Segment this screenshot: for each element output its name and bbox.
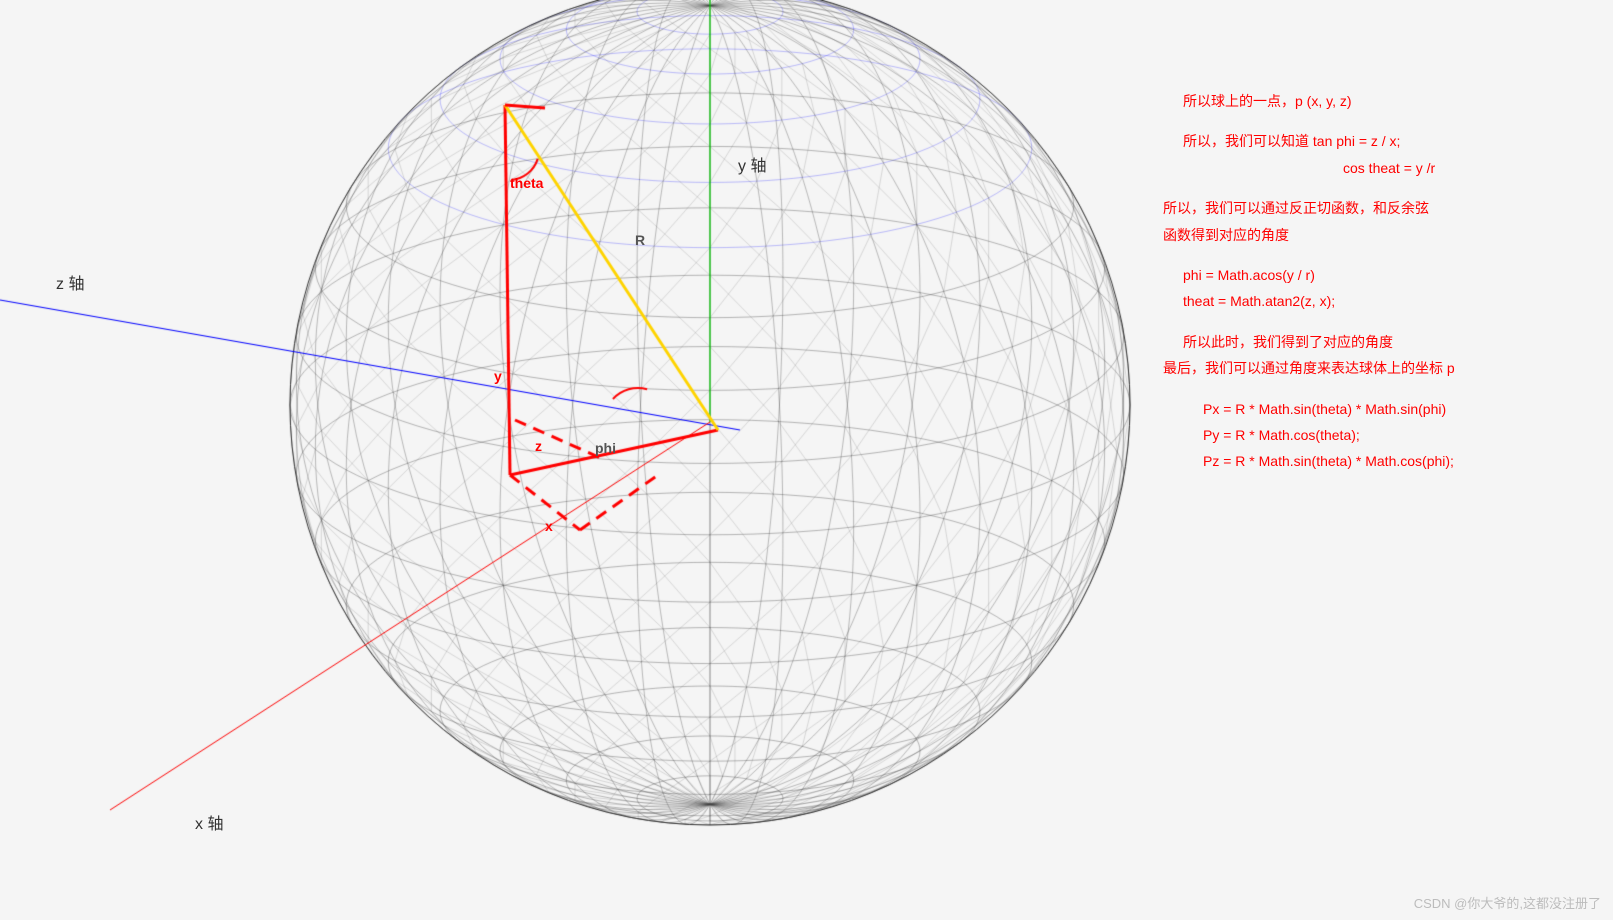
z-axis-label: z 轴	[56, 270, 84, 294]
note-line: theat = Math.atan2(z, x);	[1163, 290, 1603, 312]
note-line: Py = R * Math.cos(theta);	[1163, 424, 1603, 446]
note-line: 函数得到对应的角度	[1163, 224, 1603, 246]
note-line: 所以球上的一点，p (x, y, z)	[1163, 90, 1603, 112]
watermark: CSDN @你大爷的,这都没注册了	[1414, 893, 1601, 912]
note-line: Px = R * Math.sin(theta) * Math.sin(phi)	[1163, 398, 1603, 420]
y-label: y	[494, 368, 502, 384]
note-line: 所以此时，我们得到了对应的角度	[1163, 331, 1603, 353]
math-annotations: 所以球上的一点，p (x, y, z) 所以，我们可以知道 tan phi = …	[1163, 90, 1603, 491]
note-line: cos theat = y /r	[1163, 157, 1603, 179]
phi-label: phi	[595, 440, 616, 456]
R-label: R	[635, 232, 645, 248]
y-axis-label: y 轴	[738, 152, 766, 176]
theta-label: theta	[510, 175, 543, 191]
note-line: 所以，我们可以知道 tan phi = z / x;	[1163, 130, 1603, 152]
note-line: 最后，我们可以通过角度来表达球体上的坐标 p	[1163, 357, 1603, 379]
x-label: x	[545, 518, 553, 534]
z-label: z	[535, 438, 542, 454]
note-line: 所以，我们可以通过反正切函数，和反余弦	[1163, 197, 1603, 219]
note-line: phi = Math.acos(y / r)	[1163, 264, 1603, 286]
note-line: Pz = R * Math.sin(theta) * Math.cos(phi)…	[1163, 450, 1603, 472]
x-axis-label: x 轴	[195, 810, 223, 834]
